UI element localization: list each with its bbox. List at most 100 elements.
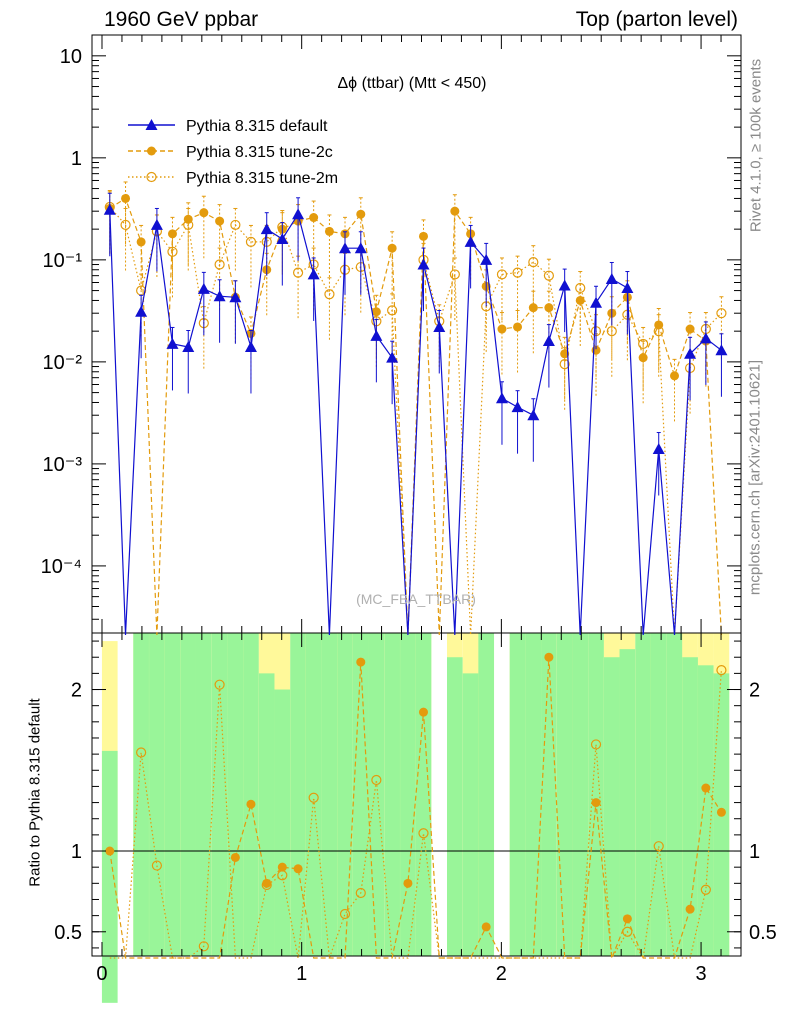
band-green bbox=[572, 633, 589, 956]
data-point bbox=[418, 828, 429, 839]
ratio-y-tick-label: 0.5 bbox=[54, 922, 82, 944]
band-green bbox=[227, 633, 244, 956]
data-point bbox=[685, 324, 695, 334]
data-point bbox=[638, 338, 649, 350]
data-point bbox=[638, 353, 648, 363]
data-point bbox=[260, 223, 273, 235]
data-point bbox=[213, 290, 226, 302]
band-green bbox=[368, 633, 385, 956]
band-green bbox=[588, 633, 604, 956]
x-tick-label: 1 bbox=[296, 963, 307, 985]
data-point bbox=[715, 344, 728, 356]
band-green bbox=[509, 633, 526, 956]
data-point bbox=[496, 269, 508, 280]
series-line bbox=[109, 197, 722, 636]
data-point bbox=[433, 320, 446, 332]
data-point bbox=[622, 914, 632, 924]
band-green bbox=[133, 633, 149, 956]
data-point bbox=[542, 335, 555, 347]
band-green bbox=[384, 633, 400, 956]
band-green bbox=[541, 633, 557, 956]
y-tick-label: 1 bbox=[71, 148, 82, 170]
series-layer bbox=[103, 181, 728, 636]
data-point bbox=[716, 807, 726, 817]
y-tick-label: 10⁻⁴ bbox=[41, 556, 82, 578]
data-point bbox=[230, 219, 241, 231]
data-point bbox=[370, 329, 383, 341]
data-point bbox=[700, 884, 711, 895]
band-green bbox=[619, 649, 636, 956]
band-green bbox=[211, 633, 228, 956]
data-point bbox=[559, 359, 570, 370]
legend-marker bbox=[147, 146, 156, 156]
data-point bbox=[246, 799, 256, 809]
y-tick-label: 10⁻¹ bbox=[43, 250, 83, 272]
data-point bbox=[214, 679, 225, 690]
data-point bbox=[356, 657, 366, 667]
y-tick-label: 10⁻² bbox=[43, 352, 83, 374]
ratio-y-tick-label-right: 2 bbox=[749, 680, 760, 702]
data-point bbox=[417, 258, 430, 270]
data-point bbox=[371, 774, 382, 786]
data-point bbox=[511, 401, 524, 413]
data-point bbox=[387, 243, 397, 253]
data-point bbox=[120, 219, 131, 231]
legend: Pythia 8.315 default Pythia 8.315 tune-2c… bbox=[128, 118, 338, 187]
data-point bbox=[355, 887, 366, 899]
band-green bbox=[101, 750, 118, 1003]
data-point bbox=[356, 209, 366, 219]
data-point bbox=[262, 878, 272, 888]
band-green bbox=[556, 633, 573, 956]
data-point bbox=[151, 860, 162, 871]
band-green bbox=[447, 657, 463, 956]
data-point bbox=[652, 442, 665, 454]
data-point bbox=[324, 289, 335, 300]
ratio-panel-frame bbox=[91, 632, 742, 957]
data-point bbox=[105, 846, 115, 856]
data-point bbox=[716, 308, 727, 319]
band-green bbox=[462, 673, 479, 956]
legend-label: Pythia 8.315 tune-2m bbox=[186, 170, 338, 187]
data-point bbox=[543, 270, 554, 281]
data-point bbox=[229, 291, 242, 303]
data-point bbox=[324, 226, 334, 236]
data-point bbox=[480, 253, 493, 265]
data-point bbox=[497, 324, 507, 334]
data-point bbox=[276, 233, 289, 245]
data-point bbox=[214, 259, 225, 270]
analysis-watermark: (MC_FBA_TTBAR) bbox=[356, 591, 476, 607]
tick-layer: 10 1 10⁻¹ 10⁻² 10⁻³ 10⁻⁴ 0 1 2 3 0.5 0.5 1 1 2 2 bbox=[41, 35, 777, 985]
data-point bbox=[512, 267, 523, 278]
band-green bbox=[274, 689, 291, 956]
y-tick-label: 10⁻³ bbox=[43, 454, 83, 476]
data-point bbox=[339, 242, 352, 254]
legend-label: Pythia 8.315 default bbox=[186, 118, 328, 135]
band-green bbox=[243, 633, 259, 956]
x-tick-label: 2 bbox=[496, 963, 507, 985]
ratio-y-tick-label-right: 1 bbox=[749, 841, 760, 863]
band-green bbox=[650, 633, 667, 956]
data-point bbox=[450, 206, 460, 216]
data-point bbox=[167, 229, 177, 239]
data-point bbox=[135, 305, 148, 317]
data-point bbox=[513, 322, 523, 332]
band-green bbox=[400, 633, 416, 956]
data-point bbox=[198, 941, 209, 952]
ratio-y-tick-label: 2 bbox=[71, 680, 82, 702]
data-point bbox=[245, 236, 257, 247]
band-green bbox=[603, 657, 620, 956]
data-point bbox=[560, 349, 570, 359]
data-point bbox=[449, 269, 460, 280]
series-line bbox=[109, 670, 722, 960]
data-point bbox=[544, 303, 554, 313]
data-point bbox=[136, 237, 146, 247]
data-point bbox=[590, 296, 603, 308]
data-point bbox=[418, 707, 428, 717]
data-point bbox=[121, 193, 131, 203]
data-point bbox=[528, 257, 539, 268]
axes-frame bbox=[91, 34, 742, 957]
data-point bbox=[339, 908, 351, 920]
data-point bbox=[621, 281, 634, 293]
ratio-layer bbox=[105, 652, 727, 960]
